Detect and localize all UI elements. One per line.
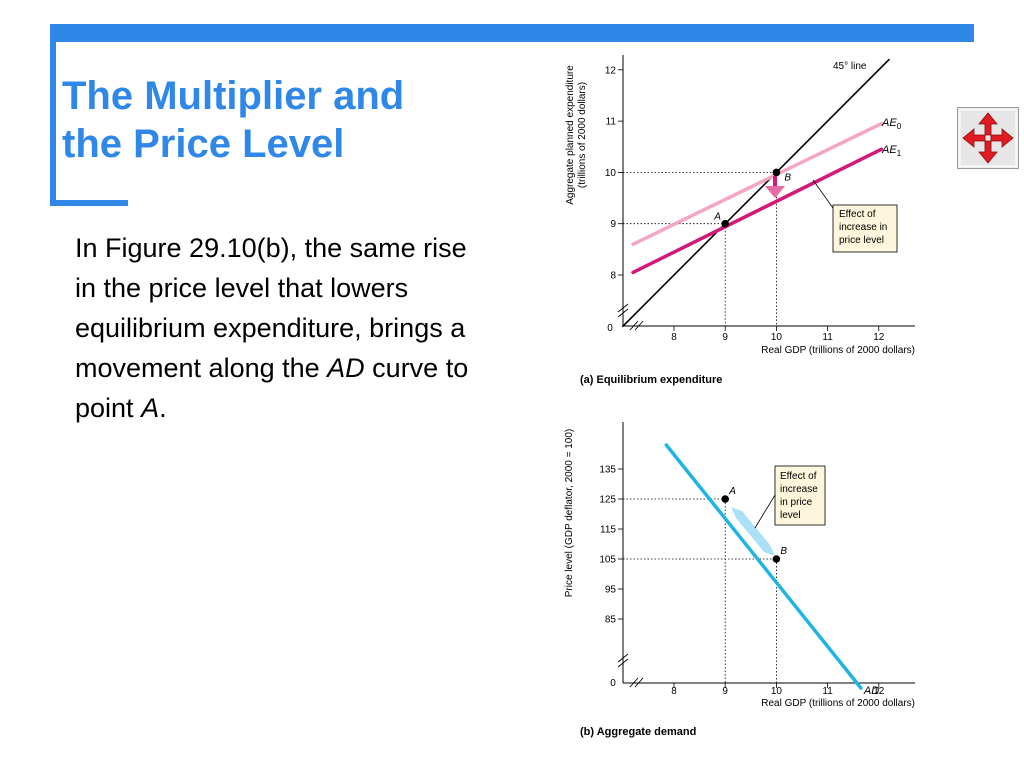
panel-b-origin-label: 0 <box>610 678 616 689</box>
panel-a-series-line <box>631 121 884 246</box>
panel-b-y-tick-label: 95 <box>605 585 617 596</box>
panel-a-origin-label: 0 <box>607 323 613 334</box>
panel-a-point <box>772 168 781 177</box>
panel-a-y-tick-label: 11 <box>606 117 617 128</box>
panel-b-note-line-1: Effect of <box>780 471 817 482</box>
panel-b-y-tick-label: 135 <box>599 465 616 476</box>
panel-b-point-label: B <box>780 546 787 557</box>
move-arrows-icon[interactable] <box>957 107 1019 169</box>
panel-a-x-tick-label: 11 <box>822 332 833 343</box>
panel-b-note-line-4: level <box>780 510 801 521</box>
panel-b-movement-arrow <box>731 507 775 556</box>
panel-a-caption: (a) Equilibrium expenditure <box>580 374 722 386</box>
panel-a-point-label: B <box>784 172 791 183</box>
body-text-part-3: . <box>159 393 167 423</box>
slide-title-line-2: the Price Level <box>62 122 345 166</box>
panel-a-y-axis-label-2: (trillions of 2000 dollars) <box>577 82 588 188</box>
panel-b-x-tick-label: 8 <box>671 686 677 697</box>
panel-a-note-box <box>832 204 898 253</box>
panel-a-equilibrium-expenditure: 8 9 10 11 12 8 9 10 11 12 45° line AE0 AE1 A B Effect… <box>565 55 915 386</box>
panel-b-y-axis-label: Price level (GDP deflator, 2000 = 100) <box>564 429 575 598</box>
panel-a-x-tick-label: 10 <box>771 332 783 343</box>
panel-b-note-box <box>774 465 826 526</box>
panel-b-x-axis-label: Real GDP (trillions of 2000 dollars) <box>761 698 915 709</box>
panel-b-series-line <box>664 443 863 690</box>
panel-a-y-tick-label: 8 <box>610 271 616 282</box>
slide-title-line-1: The Multiplier and <box>62 74 405 118</box>
body-text-point-a: A <box>141 393 160 423</box>
panel-a-y-tick-label: 12 <box>605 65 617 76</box>
slide-body-text: In Figure 29.10(b), the same rise in the… <box>75 228 475 428</box>
panel-b-x-tick-label: 11 <box>822 686 833 697</box>
panel-a-ticks: 8 9 10 11 12 8 9 10 11 12 <box>605 65 885 343</box>
panel-b-note-leader <box>754 494 776 529</box>
panel-b-y-tick-label: 115 <box>600 525 616 536</box>
panel-b-x-tick-label: 9 <box>722 686 728 697</box>
panel-b-y-tick-label: 125 <box>599 495 616 506</box>
title-left-rule <box>50 24 56 206</box>
panel-a-series: 45° line AE0 AE1 A B <box>621 58 902 328</box>
panel-b-caption: (b) Aggregate demand <box>580 726 696 738</box>
panel-a-x-axis-label: Real GDP (trillions of 2000 dollars) <box>761 345 915 356</box>
panel-b-point <box>721 495 729 503</box>
panel-b-y-tick-label: 85 <box>605 615 617 626</box>
panel-b-series: AD A B <box>664 443 879 697</box>
panel-b-ticks: 8 9 10 11 12 85 95 105 115 125 135 <box>599 465 884 698</box>
panel-b-series-label: AD <box>863 685 879 697</box>
header-accent-bar <box>50 24 974 42</box>
panel-a-x-tick-label: 9 <box>722 332 728 343</box>
panel-a-y-tick-label: 10 <box>605 168 617 179</box>
panel-a-series-line <box>631 147 884 275</box>
panel-a-note-line-3: price level <box>839 235 884 246</box>
panel-a-guides <box>623 171 777 326</box>
panel-a-y-axis-label-1: Aggregate planned expenditure <box>565 65 576 205</box>
panel-a-point <box>721 219 729 228</box>
panel-a-x-tick-label: 12 <box>873 332 885 343</box>
title-bottom-rule <box>50 200 128 206</box>
panel-b-note-line-2: increase <box>780 484 818 495</box>
panel-b-note-line-3: in price <box>780 497 813 508</box>
panel-b-x-tick-label: 10 <box>771 686 783 697</box>
panel-b-x-tick-label: 12 <box>873 686 885 697</box>
panel-a-note-line-2: increase in <box>839 222 887 233</box>
panel-a-series-line <box>621 58 890 328</box>
figure-29-10: 8 9 10 11 12 8 9 10 11 12 45° line AE0 AE1 A B Effect… <box>564 55 915 738</box>
panel-a-note-line-1: Effect of <box>839 209 876 220</box>
panel-a-series-label: AE0 <box>881 117 902 131</box>
panel-b-point <box>772 555 781 563</box>
panel-b-axis-breaks <box>617 653 644 688</box>
panel-a-x-tick-label: 8 <box>671 332 677 343</box>
panel-b-y-tick-label: 105 <box>599 555 616 566</box>
panel-a-series-label: 45° line <box>833 61 867 72</box>
body-text-part-2: curve to point <box>75 353 469 423</box>
slide-title: The Multiplier and the Price Level <box>62 72 482 168</box>
panel-a-series-label: AE1 <box>881 144 902 158</box>
panel-b-point-label: A <box>728 486 736 497</box>
body-text-part-1: In Figure 29.10(b), the same rise in the… <box>75 233 467 383</box>
panel-a-note-leader <box>812 179 834 209</box>
panel-a-point-label: A <box>713 212 721 223</box>
panel-a-axis-breaks <box>617 303 644 331</box>
body-text-ad: AD <box>327 353 365 383</box>
panel-a-y-tick-label: 9 <box>610 219 616 230</box>
panel-a-shift-arrow <box>765 176 785 198</box>
